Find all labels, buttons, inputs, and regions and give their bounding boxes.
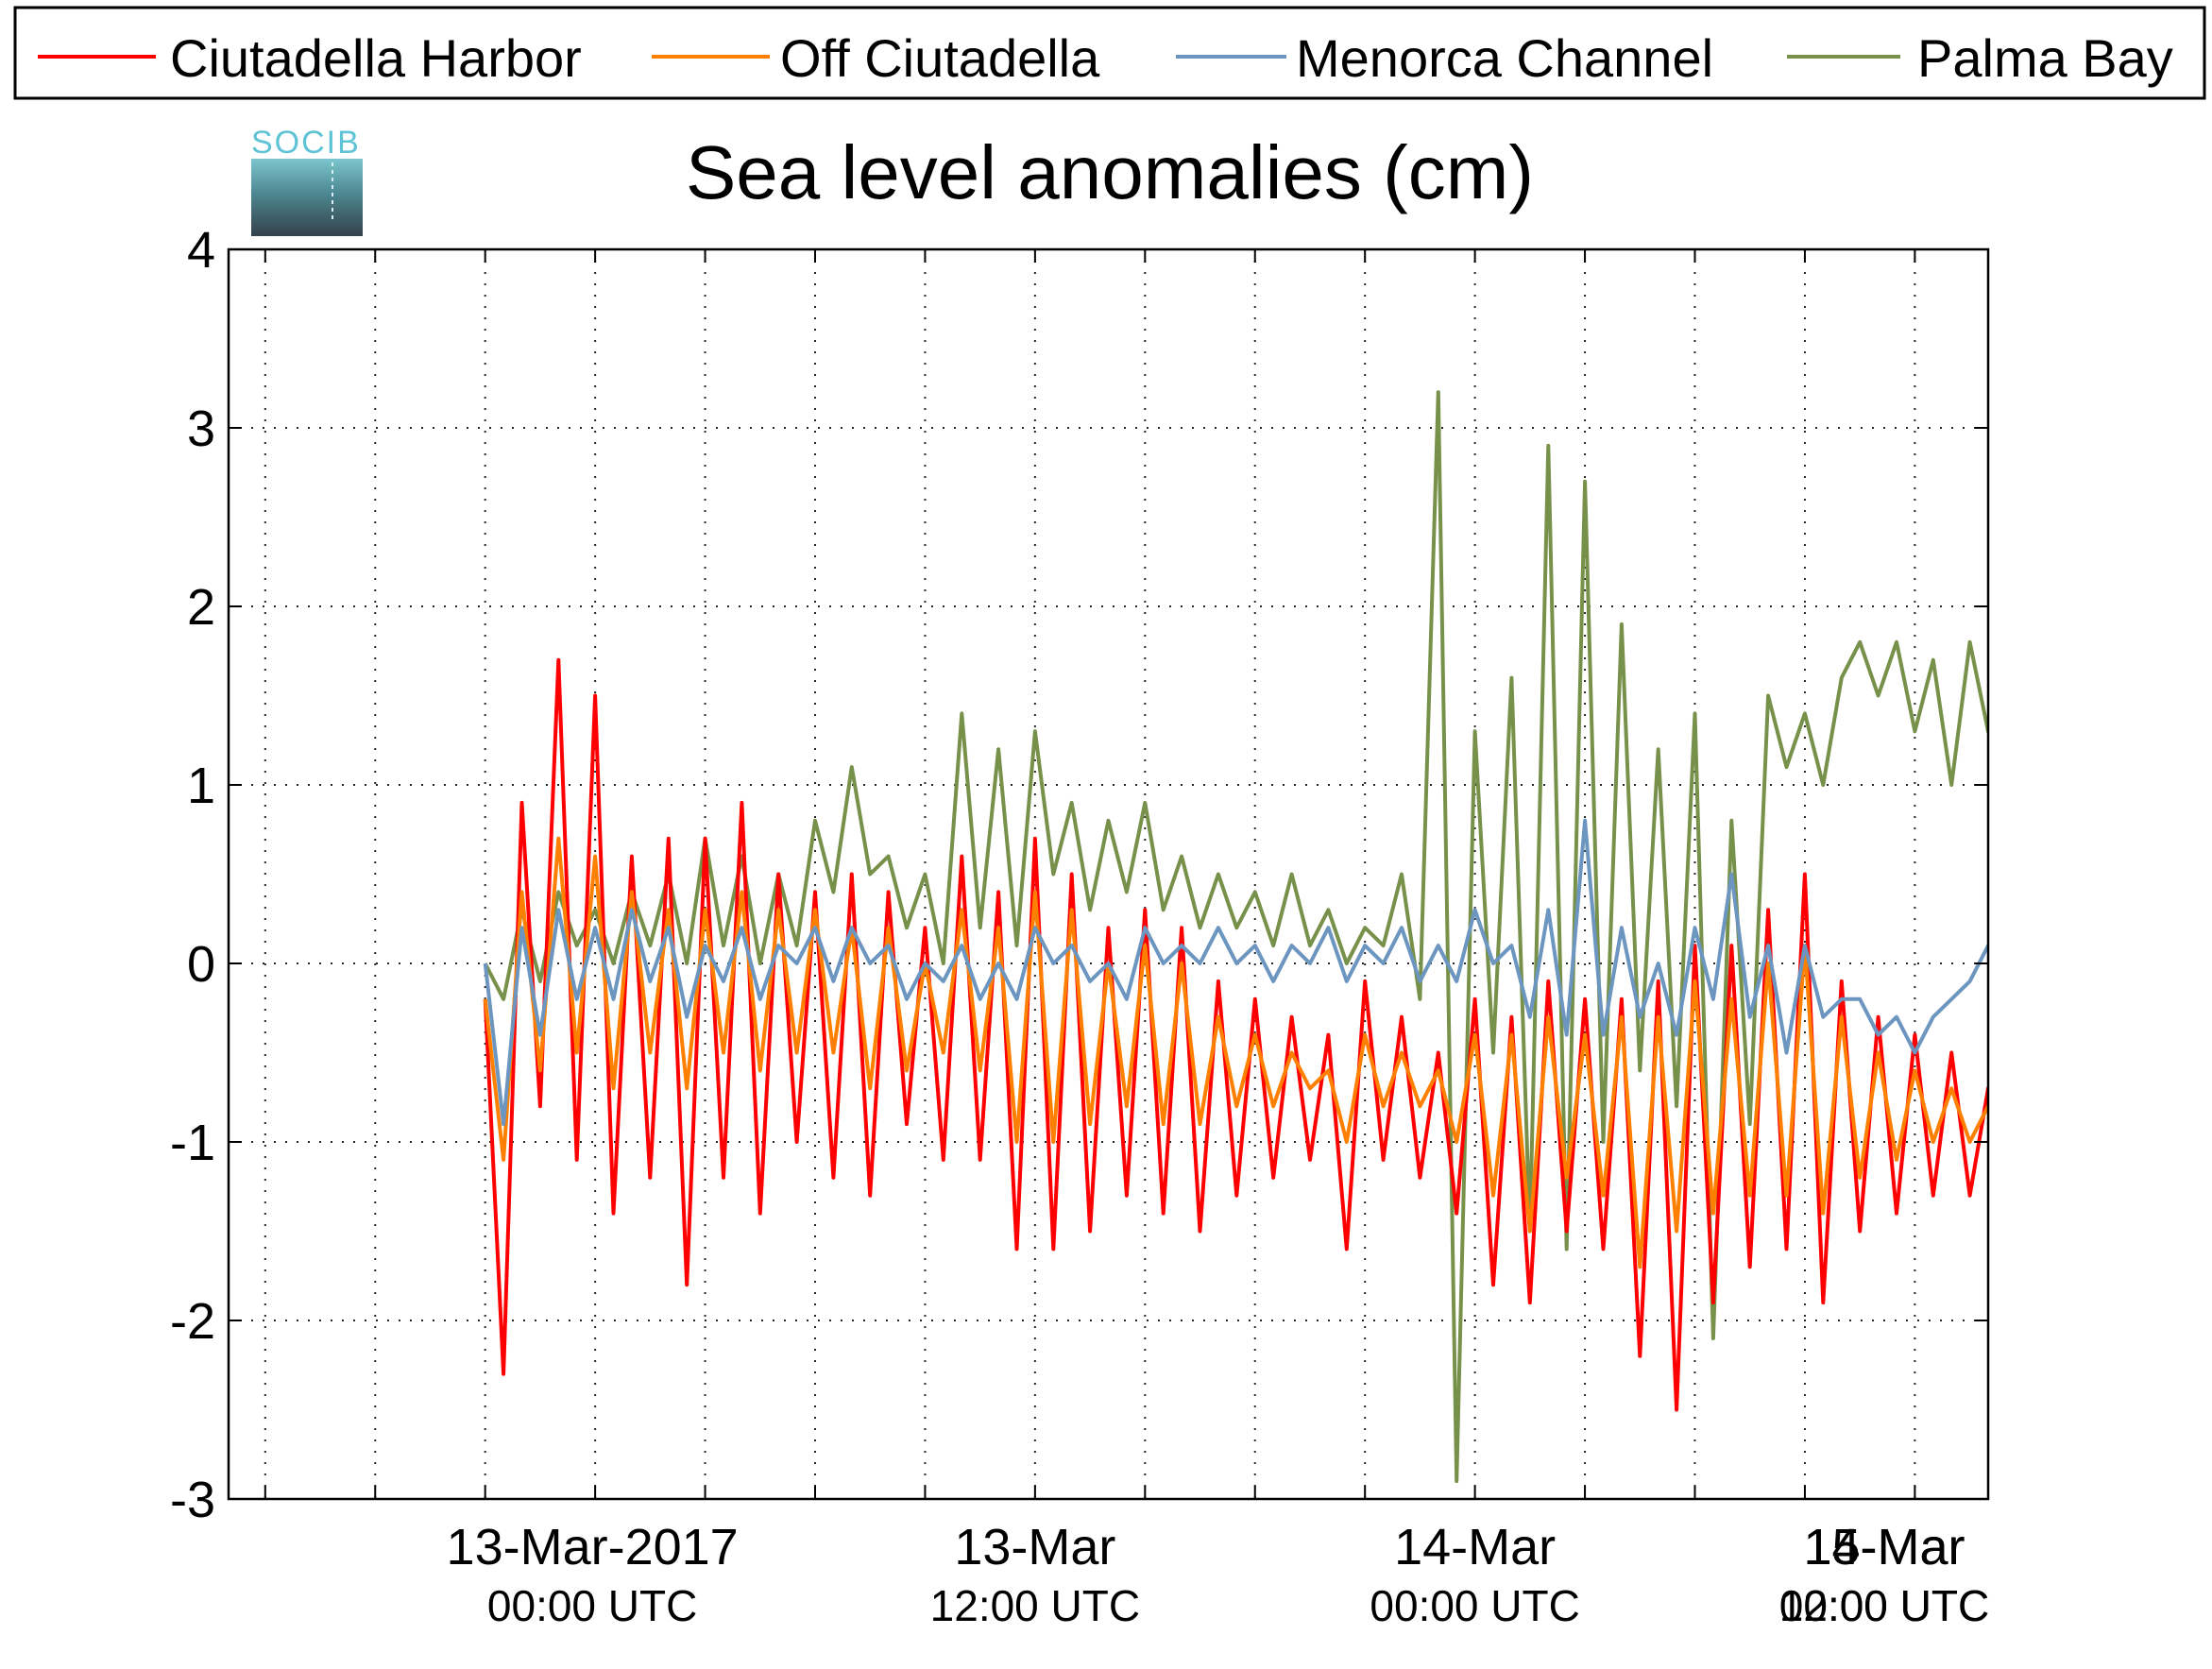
logo-block <box>251 159 363 236</box>
y-axis-tick-labels: -3 -2 -1 0 1 2 3 4 <box>170 222 215 1528</box>
plot-frame <box>227 247 1990 1501</box>
legend-box <box>13 6 2206 100</box>
legend-label-ciutadella-harbor: Ciutadella Harbor <box>170 28 582 88</box>
x-tick-label-time: 12:00 UTC <box>1779 1581 1989 1630</box>
series-lines <box>483 390 1988 1484</box>
y-tick-label: 1 <box>187 758 215 814</box>
x-axis-tick-labels: 13-Mar-2017 00:00 UTC 13-Mar 12:00 UTC 14-Ma… <box>447 1519 1990 1630</box>
axis-ticks <box>229 249 1988 1499</box>
series-line-off-ciutadella <box>483 836 1988 1269</box>
x-tick-label-time: 12:00 UTC <box>930 1581 1140 1630</box>
series-line-ciutadella-harbor <box>483 657 1988 1412</box>
plot-area <box>227 247 1990 1501</box>
x-tick-label-date: 13-Mar <box>954 1519 1115 1575</box>
chart-title: Sea level anomalies (cm) <box>686 130 1534 214</box>
y-tick-label: 4 <box>187 222 215 279</box>
plot-background <box>229 249 1988 1499</box>
x-tick-label-time: 00:00 UTC <box>1370 1581 1579 1630</box>
y-tick-label: 3 <box>187 400 215 457</box>
legend-label-menorca-channel: Menorca Channel <box>1296 28 1713 88</box>
x-tick-label-time: 00:00 UTC <box>1779 1581 1989 1630</box>
x-tick-label-date: 14-Mar <box>1803 1519 1965 1575</box>
legend-label-palma-bay: Palma Bay <box>1917 28 2173 88</box>
x-tick-label-time: 00:00 UTC <box>487 1581 697 1630</box>
socib-logo: SOCIB <box>251 125 363 236</box>
legend-label-off-ciutadella: Off Ciutadella <box>780 28 1100 88</box>
y-tick-label: -1 <box>170 1115 215 1171</box>
y-tick-label: 0 <box>187 936 215 993</box>
legend: Ciutadella Harbor Off Ciutadella Menorca… <box>13 6 2206 100</box>
y-tick-label: -3 <box>170 1472 215 1528</box>
x-tick-label-date: 14-Mar <box>1394 1519 1556 1575</box>
y-tick-label: 2 <box>187 579 215 636</box>
x-tick-label-date: 15-Mar <box>1803 1519 1965 1575</box>
y-tick-label: -2 <box>170 1293 215 1350</box>
logo-text: SOCIB <box>251 125 361 161</box>
series-line-menorca-channel <box>483 818 1988 1127</box>
x-tick-label-date: 13-Mar-2017 <box>447 1519 739 1575</box>
series-line-palma-bay <box>483 390 1988 1484</box>
